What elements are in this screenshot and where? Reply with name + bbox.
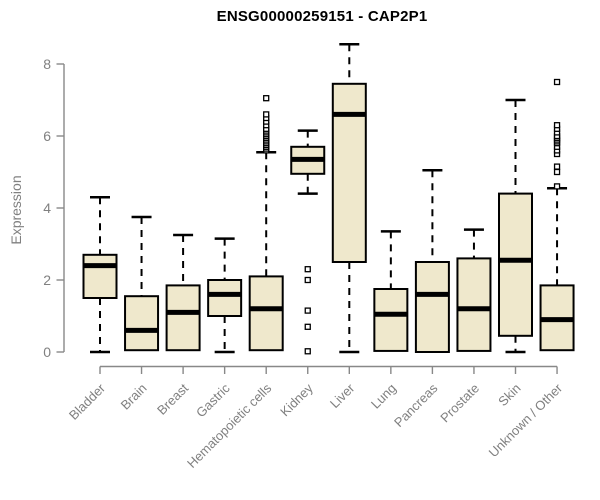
box-prostate (456, 257, 492, 352)
outlier-point (553, 183, 561, 190)
outlier-point (304, 276, 311, 284)
box-brain (124, 295, 160, 352)
outlier-point (553, 168, 561, 176)
chart-title: ENSG00000259151 - CAP2P1 (216, 8, 428, 25)
outlier-point (304, 323, 311, 330)
outlier-point (304, 266, 311, 273)
category-label: Skin (495, 381, 523, 409)
category-label: Breast (154, 380, 191, 417)
box-liver (331, 82, 367, 263)
y-tick-label: 4 (43, 200, 51, 216)
outlier-point (553, 163, 561, 170)
box-lung (373, 288, 409, 352)
y-tick-label: 2 (43, 272, 51, 288)
category-label: Gastric (193, 380, 233, 420)
category-label: Pancreas (391, 380, 441, 430)
category-label: Lung (368, 381, 399, 412)
category-label: Kidney (277, 380, 316, 419)
category-label: Unknown / Other (486, 380, 566, 460)
box-bladder (82, 253, 118, 300)
y-tick-label: 6 (43, 128, 51, 144)
outlier-point (304, 307, 311, 314)
box-hematopoietic-cells (248, 275, 284, 352)
box-breast (165, 284, 201, 352)
outlier-point (263, 95, 270, 102)
outlier-point (553, 78, 561, 86)
box-skin (498, 192, 533, 337)
category-label: Bladder (66, 380, 109, 423)
category-label: Brain (118, 381, 150, 413)
category-label: Liver (327, 380, 358, 411)
outlier-point (304, 348, 311, 355)
box-gastric (207, 279, 243, 317)
category-label: Prostate (437, 381, 482, 426)
y-tick-label: 0 (43, 344, 51, 360)
outlier-point (553, 122, 561, 129)
box-pancreas (414, 261, 450, 353)
y-tick-label: 8 (43, 56, 51, 72)
outlier-point (263, 111, 270, 118)
